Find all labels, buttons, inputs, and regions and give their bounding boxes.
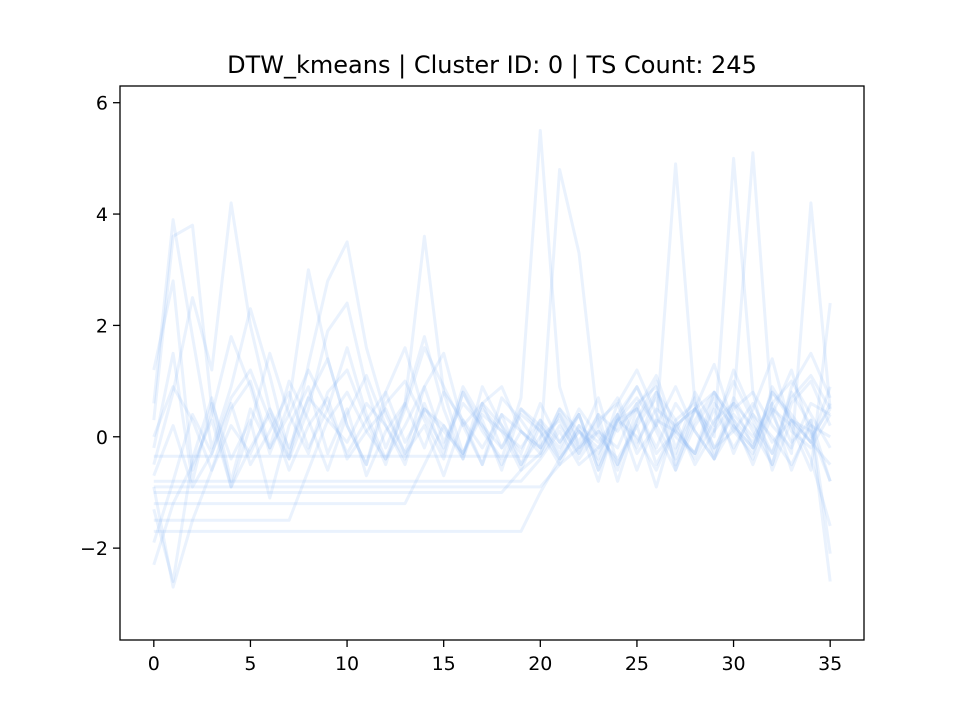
series-line (153, 396, 832, 506)
series-line (152, 168, 832, 489)
axes-frame (119, 85, 865, 641)
chart-title: DTW_kmeans | Cluster ID: 0 | TS Count: 2… (227, 51, 757, 79)
series-line (152, 162, 832, 483)
series-line (153, 401, 832, 533)
series-line (152, 151, 832, 472)
y-tick-label: −2 (80, 538, 108, 560)
series-line (152, 129, 832, 583)
x-tick-label: 10 (335, 653, 359, 675)
series-layer (152, 129, 832, 589)
y-tick-label: 4 (96, 204, 108, 226)
y-tick-label: 0 (96, 427, 108, 449)
series-line (152, 223, 832, 489)
series-line (153, 385, 832, 494)
x-tick-label: 0 (148, 653, 160, 675)
y-tick-label: 6 (96, 93, 108, 115)
x-axis: 0 5 10 15 20 25 30 35 (148, 640, 842, 675)
series-line (152, 351, 832, 554)
y-tick-label: 2 (96, 315, 108, 337)
series-line (152, 234, 832, 544)
plot-area (152, 129, 832, 589)
x-tick-label: 5 (244, 653, 256, 675)
series-line (152, 156, 832, 566)
y-axis: −2 0 2 4 6 (80, 93, 120, 560)
x-tick-label: 35 (818, 653, 842, 675)
series-line (153, 346, 831, 522)
x-tick-label: 15 (432, 653, 456, 675)
series-line (152, 368, 832, 472)
series-line (153, 379, 832, 458)
x-tick-label: 25 (625, 653, 649, 675)
series-line (152, 201, 832, 467)
series-line (152, 396, 832, 589)
x-tick-label: 20 (528, 653, 552, 675)
series-line (153, 368, 831, 483)
x-tick-label: 30 (721, 653, 745, 675)
series-line (153, 374, 832, 489)
